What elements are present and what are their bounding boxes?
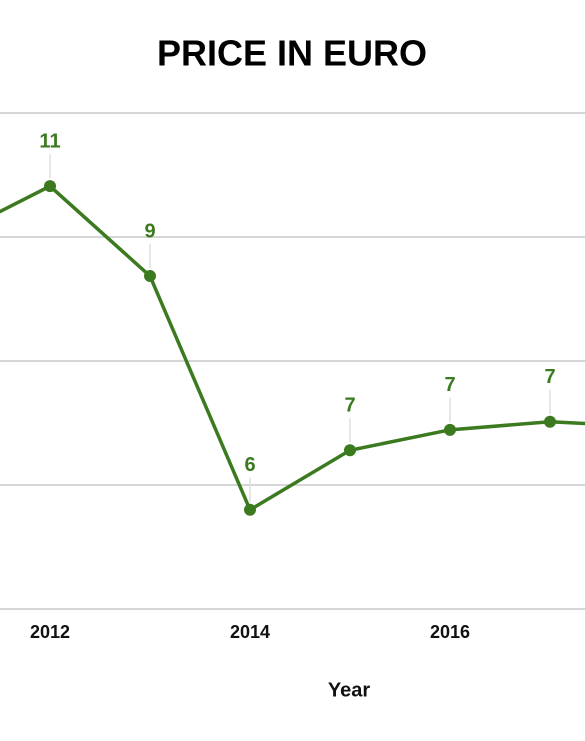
data-point (144, 270, 156, 283)
x-axis-label: Year (328, 679, 370, 701)
data-point (44, 180, 56, 193)
data-point (544, 415, 556, 428)
data-label: 11 (39, 130, 60, 152)
data-point (444, 423, 456, 436)
x-tick-label: 2016 (430, 622, 470, 642)
x-tick-label: 2012 (30, 622, 70, 642)
data-label: 9 (144, 220, 155, 242)
series-line (0, 184, 585, 513)
data-label: 6 (244, 454, 255, 476)
data-point (244, 503, 256, 516)
x-tick-label: 2014 (230, 622, 270, 642)
data-label: 7 (444, 374, 455, 396)
data-label: 7 (544, 366, 555, 388)
data-label: 7 (344, 395, 355, 417)
chart-title: PRICE IN EURO (157, 33, 427, 74)
data-point (344, 444, 356, 457)
